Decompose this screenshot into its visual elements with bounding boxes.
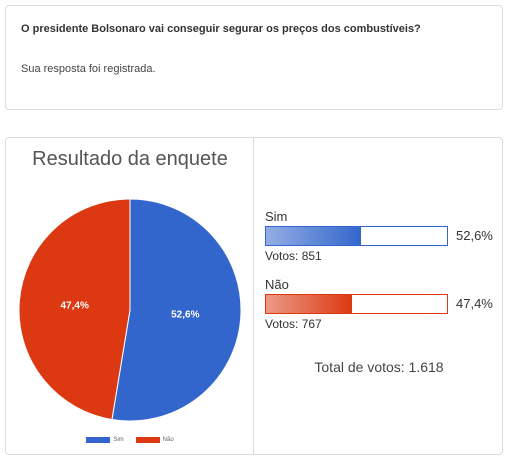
option-nao: Não 47,4% Votos: 767 bbox=[265, 277, 493, 331]
pie-label-no: 47,4% bbox=[61, 300, 89, 311]
option-label-nao: Não bbox=[265, 277, 289, 292]
bar-track-nao bbox=[265, 294, 448, 314]
bar-nao: 47,4% bbox=[265, 294, 493, 314]
legend-item-nao[interactable]: Não bbox=[135, 437, 174, 443]
pie-chart-panel: Resultado da enquete 52,6% 47,4% Sim Não bbox=[6, 138, 254, 454]
bar-fill-sim bbox=[266, 227, 362, 245]
pie-chart: 52,6% 47,4% bbox=[18, 198, 242, 422]
legend-swatch-nao bbox=[135, 437, 160, 443]
question-title: O presidente Bolsonaro vai conseguir seg… bbox=[21, 23, 421, 35]
votes-nao: Votos: 767 bbox=[265, 317, 322, 331]
pie-label-sim: 52,6% bbox=[171, 310, 199, 321]
legend-item-sim[interactable]: Sim bbox=[86, 437, 124, 443]
pie-slice-no[interactable] bbox=[18, 198, 131, 421]
bar-track-sim bbox=[265, 226, 448, 246]
percent-sim: 52,6% bbox=[456, 228, 493, 243]
poll-results-card: Resultado da enquete 52,6% 47,4% Sim Não … bbox=[5, 137, 503, 455]
total-votes: Total de votos: 1.618 bbox=[314, 359, 444, 375]
votes-sim: Votos: 851 bbox=[265, 249, 322, 263]
percent-nao: 47,4% bbox=[456, 296, 493, 311]
legend-label-sim: Sim bbox=[113, 437, 124, 443]
bar-fill-nao bbox=[266, 295, 352, 313]
legend-label-nao: Não bbox=[162, 437, 174, 443]
question-card: O presidente Bolsonaro vai conseguir seg… bbox=[5, 5, 503, 110]
bar-sim: 52,6% bbox=[265, 226, 493, 246]
option-sim: Sim 52,6% Votos: 851 bbox=[265, 209, 493, 263]
response-status: Sua resposta foi registrada. bbox=[21, 63, 156, 75]
chart-legend: Sim Não bbox=[6, 437, 254, 443]
pie-slice-sim[interactable] bbox=[111, 198, 242, 422]
results-title: Resultado da enquete bbox=[32, 148, 228, 170]
option-label-sim: Sim bbox=[265, 209, 288, 224]
legend-swatch-sim bbox=[86, 437, 111, 443]
